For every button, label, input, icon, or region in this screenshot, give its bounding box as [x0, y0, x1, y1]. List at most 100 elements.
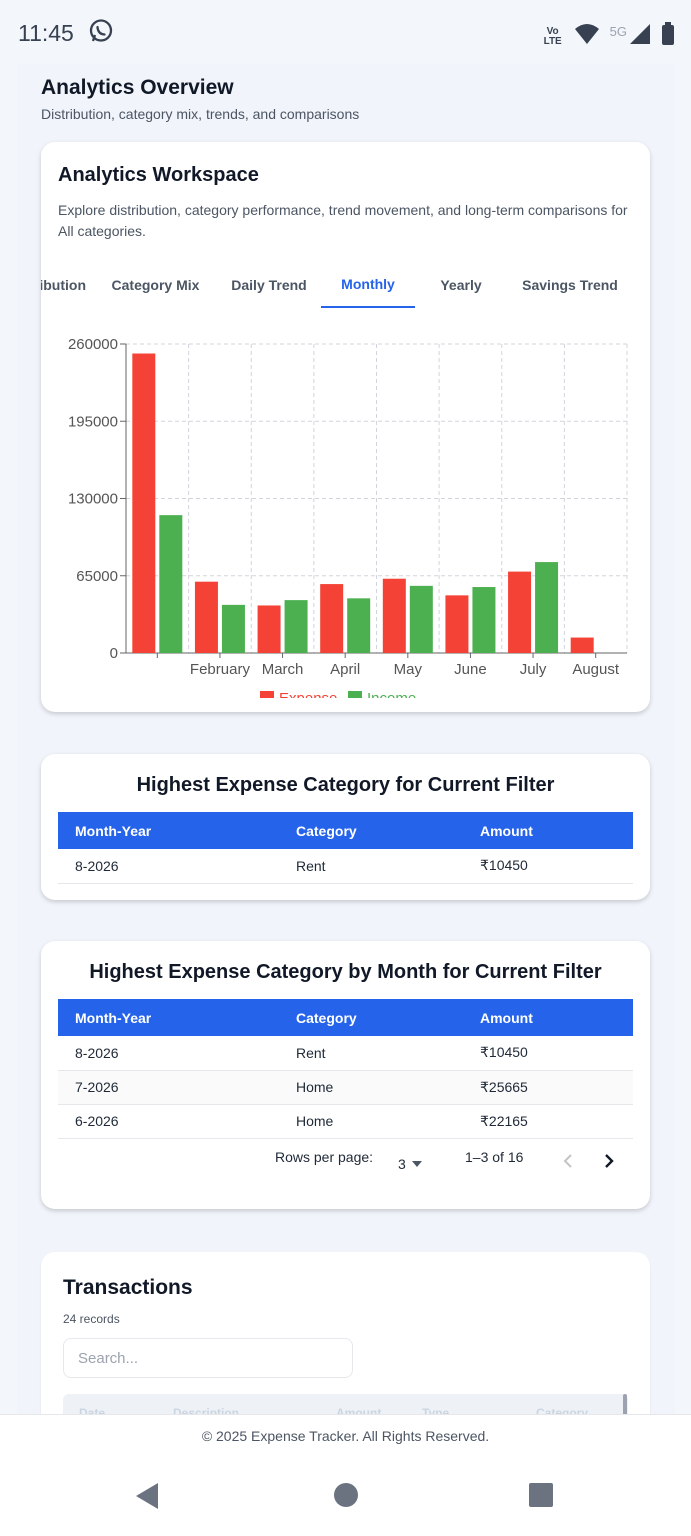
- cell-month-year: 8-2026: [58, 1036, 279, 1071]
- page-title: Analytics Overview: [41, 76, 234, 99]
- legend-swatch-income: [348, 691, 362, 698]
- analytics-tabs: Distribution Category Mix Daily Trend Mo…: [41, 262, 650, 308]
- next-page-button[interactable]: [604, 1153, 614, 1174]
- cell-category: Rent: [279, 1036, 463, 1071]
- workspace-title: Analytics Workspace: [58, 164, 259, 186]
- back-button[interactable]: [134, 1482, 162, 1515]
- legend-swatch-expense: [260, 691, 274, 698]
- y-tick-label: 130000: [68, 491, 118, 508]
- caret-down-icon: [411, 1161, 422, 1167]
- column-header-month-year[interactable]: Month-Year: [58, 812, 279, 849]
- table-scrollbar[interactable]: [623, 1394, 627, 1418]
- recents-button[interactable]: [528, 1482, 554, 1513]
- analytics-workspace-card: Analytics Workspace Explore distribution…: [41, 142, 650, 712]
- signal-icon: [629, 23, 651, 50]
- page-subtitle: Distribution, category mix, trends, and …: [41, 106, 360, 122]
- column-header-amount[interactable]: Amount: [463, 812, 633, 849]
- cell-category: Home: [279, 1070, 463, 1105]
- table-row: 8-2026 Rent ₹10450: [58, 1036, 633, 1071]
- highest-expense-current-title: Highest Expense Category for Current Fil…: [136, 774, 555, 796]
- tab-distribution[interactable]: Distribution: [41, 277, 86, 293]
- x-tick-label: February: [190, 661, 251, 678]
- recents-square-icon: [529, 1483, 553, 1507]
- table-row: 7-2026 Home ₹25665: [58, 1070, 633, 1105]
- rows-per-page-value: 3: [398, 1156, 406, 1172]
- bar-expense: [382, 578, 406, 653]
- bar-expense: [320, 584, 344, 653]
- tab-monthly[interactable]: Monthly: [321, 262, 415, 308]
- network-type: 5G: [609, 24, 627, 39]
- x-tick-label: March: [262, 661, 304, 678]
- bar-expense: [508, 571, 532, 653]
- bar-expense: [257, 605, 281, 653]
- wifi-icon: [574, 23, 600, 50]
- workspace-description: Explore distribution, category performan…: [58, 202, 628, 239]
- x-tick-label: April: [330, 661, 360, 678]
- home-circle-icon: [334, 1483, 358, 1507]
- bar-income: [409, 585, 433, 653]
- whatsapp-icon: [88, 18, 114, 49]
- app-content: Analytics Overview Distribution, categor…: [17, 64, 675, 1452]
- highest-expense-current-card: Highest Expense Category for Current Fil…: [41, 754, 650, 900]
- cell-category: Home: [279, 1104, 463, 1139]
- highest-expense-by-month-title: Highest Expense Category by Month for Cu…: [89, 961, 602, 983]
- x-tick-label: July: [520, 661, 547, 678]
- chevron-right-icon: [605, 1154, 614, 1168]
- home-button[interactable]: [333, 1482, 359, 1513]
- y-tick-label: 195000: [68, 413, 118, 430]
- x-tick-label: August: [572, 661, 620, 678]
- cell-month-year: 7-2026: [58, 1070, 279, 1105]
- column-header-month-year[interactable]: Month-Year: [58, 999, 279, 1036]
- cell-amount: ₹10450: [463, 849, 633, 884]
- monthly-bar-chart: 0 65000 130000 195000 260000 February March Apr…: [68, 336, 628, 698]
- bar-expense: [570, 637, 594, 653]
- x-tick-label: June: [454, 661, 487, 678]
- cell-amount: ₹10450: [463, 1036, 633, 1071]
- battery-icon: [661, 22, 675, 51]
- tab-daily-trend[interactable]: Daily Trend: [231, 277, 307, 293]
- cell-amount: ₹22165: [463, 1104, 633, 1139]
- table-header-row: Month-Year Category Amount: [58, 999, 633, 1036]
- table-header-row: Month-Year Category Amount: [58, 812, 633, 849]
- cell-month-year: 8-2026: [58, 849, 279, 884]
- tab-category-mix[interactable]: Category Mix: [111, 277, 200, 293]
- status-time: 11:45: [18, 19, 74, 46]
- column-header-category[interactable]: Category: [279, 999, 463, 1036]
- tab-yearly[interactable]: Yearly: [440, 277, 482, 293]
- transactions-count: 24 records: [63, 1312, 120, 1326]
- footer: © 2025 Expense Tracker. All Rights Reser…: [0, 1414, 691, 1456]
- y-tick-label: 0: [110, 645, 118, 662]
- column-header-category[interactable]: Category: [279, 812, 463, 849]
- bar-expense: [132, 353, 156, 653]
- tab-savings-trend[interactable]: Savings Trend: [522, 277, 618, 293]
- monthly-chart: 0 65000 130000 195000 260000 February March Apr…: [41, 318, 650, 698]
- x-tick-label: May: [394, 661, 423, 678]
- bar-income: [221, 604, 245, 653]
- bar-income: [472, 587, 496, 653]
- column-header-amount[interactable]: Amount: [463, 999, 633, 1036]
- bar-expense: [445, 595, 469, 653]
- highest-expense-current-table: Month-Year Category Amount 8-2026 Rent ₹…: [58, 812, 633, 884]
- chevron-left-icon: [563, 1154, 572, 1168]
- y-tick-label: 65000: [76, 568, 118, 585]
- bar-income: [284, 600, 308, 653]
- back-triangle-icon: [136, 1483, 158, 1509]
- bar-income: [159, 515, 183, 653]
- cell-category: Rent: [279, 849, 463, 884]
- previous-page-button[interactable]: [563, 1153, 573, 1174]
- page-header: Analytics Overview Distribution, categor…: [41, 76, 359, 122]
- table-pagination: Rows per page: 3 1–3 of 16: [58, 1141, 633, 1181]
- footer-text: © 2025 Expense Tracker. All Rights Reser…: [201, 1428, 490, 1444]
- volte-icon: Vo LTE: [543, 25, 562, 47]
- rows-per-page-select[interactable]: 3: [398, 1156, 422, 1172]
- android-navigation-bar: [0, 1456, 691, 1536]
- cell-month-year: 6-2026: [58, 1104, 279, 1139]
- legend-label-expense: Expense: [279, 690, 337, 698]
- cell-amount: ₹25665: [463, 1070, 633, 1105]
- search-input[interactable]: [63, 1338, 353, 1378]
- y-tick-label: 260000: [68, 336, 118, 353]
- table-row: 6-2026 Home ₹22165: [58, 1104, 633, 1139]
- status-bar: 11:45 Vo LTE 5G: [0, 0, 691, 66]
- highest-expense-by-month-card: Highest Expense Category by Month for Cu…: [41, 941, 650, 1209]
- status-icons: Vo LTE 5G: [542, 22, 675, 51]
